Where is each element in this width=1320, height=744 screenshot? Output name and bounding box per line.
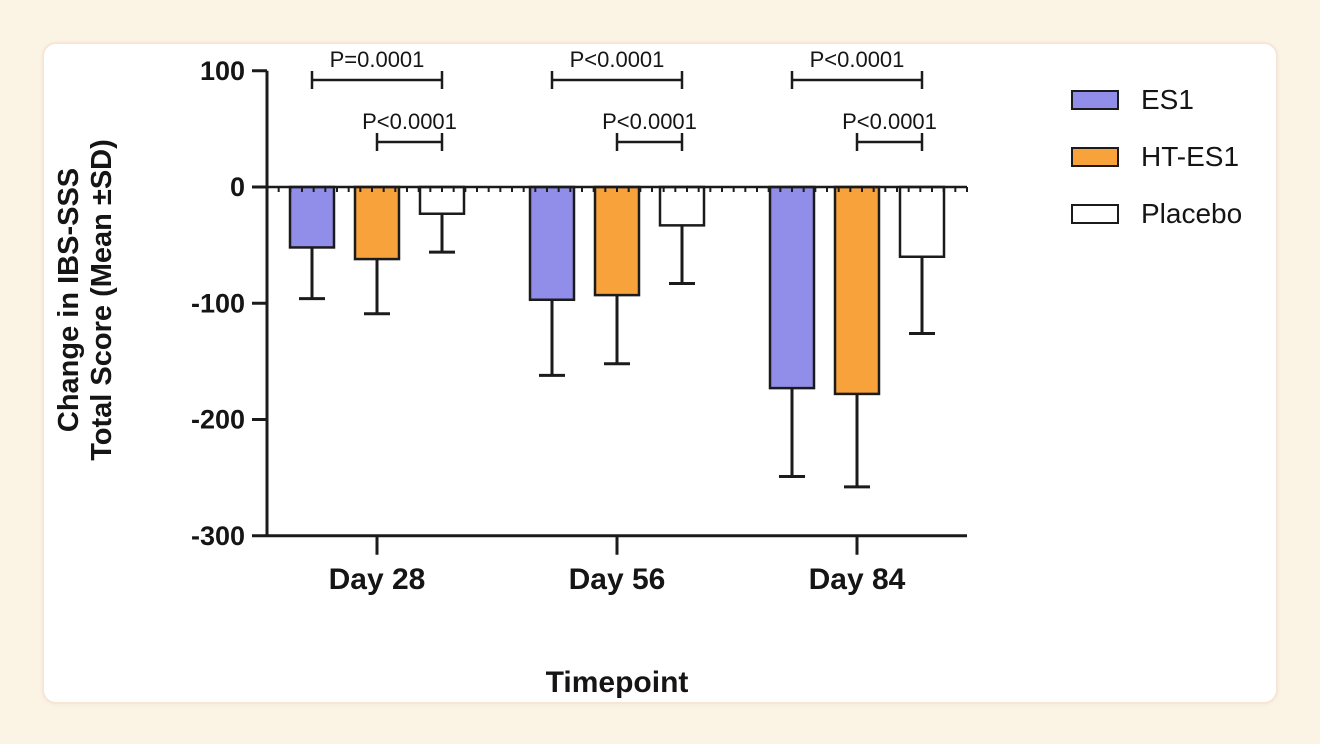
x-category-label: Day 28 [329,563,426,596]
bar-placebo-day-56 [658,185,706,227]
legend-label-es1: ES1 [1141,84,1194,115]
x-category-label: Day 56 [569,563,666,596]
bar-ht-es1-day-56 [593,185,641,297]
x-category-label: Day 84 [809,563,906,596]
legend-swatch-placebo [1071,204,1119,224]
y-tick-label: -100 [191,288,245,318]
chart-legend: ES1 HT-ES1 Placebo [1071,84,1242,255]
bar-es1-day-28 [288,185,336,249]
p-value-label: P<0.0001 [602,109,697,134]
p-value-label: P<0.0001 [842,109,937,134]
p-value-label: P<0.0001 [810,47,905,72]
p-value-label: P<0.0001 [362,109,457,134]
bar-placebo-day-84 [898,185,946,258]
legend-swatch-ht-es1 [1071,147,1119,167]
p-value-label: P=0.0001 [330,47,425,72]
bar-ht-es1-day-28 [353,185,401,261]
chart-card: 100 0 -100 -200 -300 Day 28 Day 56 Day 84 Timepo… [42,42,1278,704]
y-tick-label: 0 [230,172,245,202]
y-tick-label: -300 [191,521,245,551]
legend-swatch-es1 [1071,90,1119,110]
legend-label-ht-es1: HT-ES1 [1141,141,1240,172]
bar-es1-day-56 [528,185,576,302]
bar-ht-es1-day-84 [833,185,881,396]
y-axis-title-line2: Total Score (Mean ±SD) [86,139,118,461]
x-axis-title: Timepoint [546,666,689,699]
legend-label-placebo: Placebo [1141,198,1243,229]
y-axis-title-line1: Change in IBS-SSS [53,168,85,432]
y-tick-label: 100 [200,56,245,86]
legend-item-ht-es1: HT-ES1 [1071,141,1242,173]
legend-item-es1: ES1 [1071,84,1242,116]
p-value-label: P<0.0001 [570,47,665,72]
y-tick-label: -200 [191,405,245,435]
bar-chart: 100 0 -100 -200 -300 Day 28 Day 56 Day 84 Timepo… [53,47,968,699]
legend-item-placebo: Placebo [1071,198,1242,230]
bar-es1-day-84 [768,185,816,390]
